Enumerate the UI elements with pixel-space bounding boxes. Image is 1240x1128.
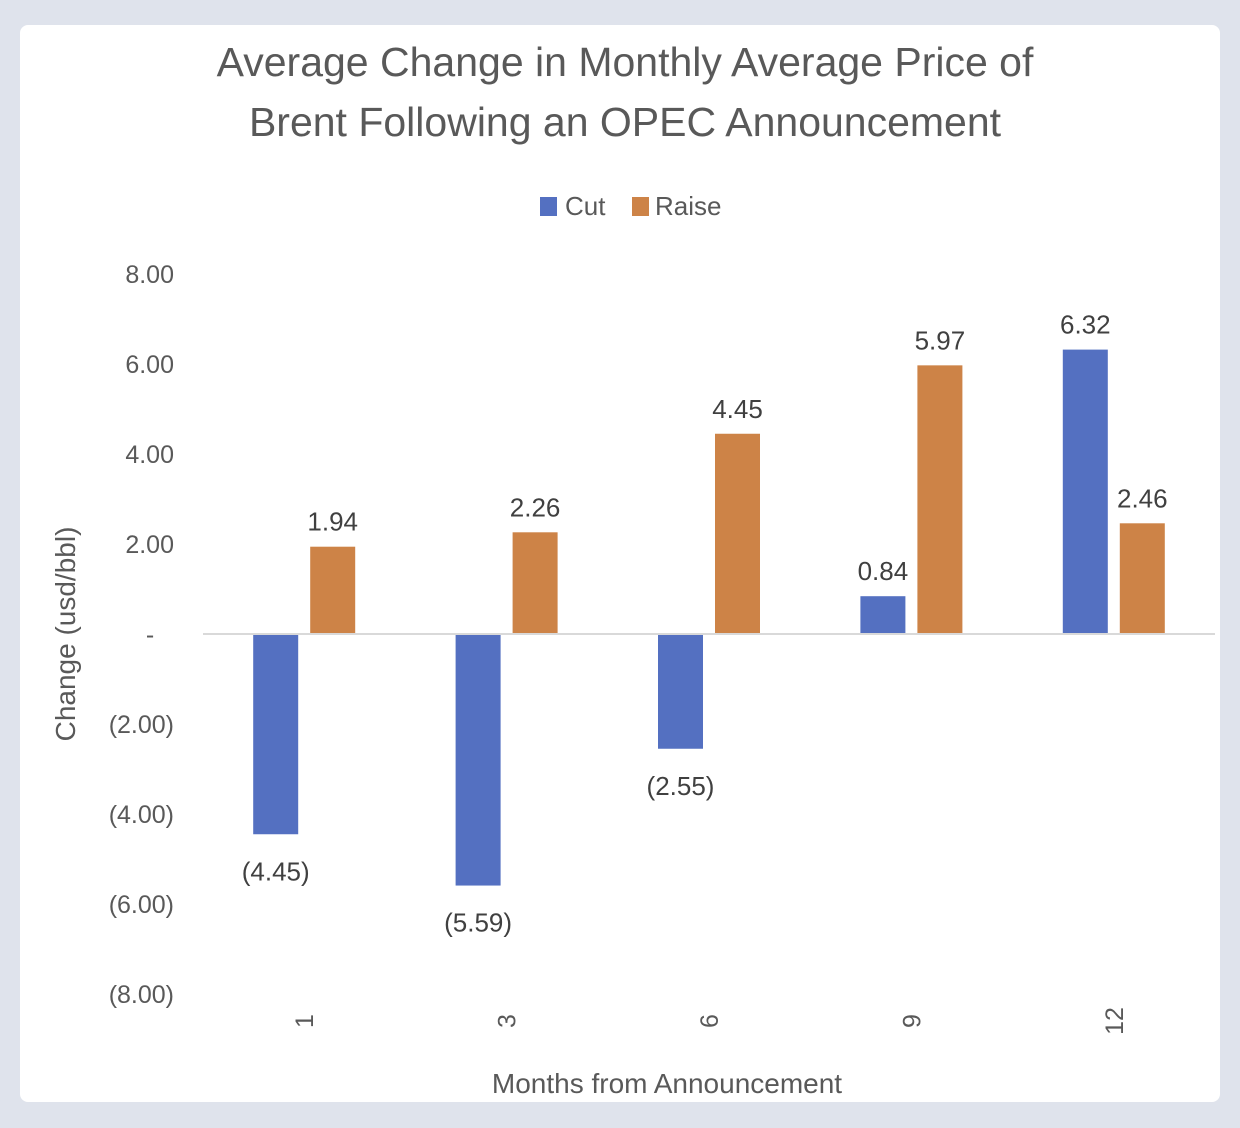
y-axis-title: Change (usd/bbl): [50, 527, 81, 742]
y-tick-label: (4.00): [109, 801, 174, 829]
data-label-raise: 5.97: [915, 325, 966, 355]
chart-title-line-2: Brent Following an OPEC Announcement: [249, 99, 1002, 145]
legend: Cut Raise: [540, 191, 721, 221]
data-labels: (4.45) 1.94 (5.59) 2.26 (2.55) 4.45 0.84 5.97 6.…: [242, 310, 1168, 938]
chart-title-line-1: Average Change in Monthly Average Price …: [217, 39, 1034, 85]
x-tick-label: 6: [696, 1014, 724, 1028]
y-tick-label: 4.00: [125, 441, 174, 469]
y-axis-ticks: 8.00 6.00 4.00 2.00 - (2.00) (4.00) (6.00) (8.00…: [109, 261, 174, 1009]
bar-raise: [715, 433, 760, 634]
data-label-raise: 2.46: [1117, 483, 1168, 513]
x-tick-label: 1: [291, 1014, 319, 1028]
y-tick-label: 6.00: [125, 351, 174, 379]
legend-label-raise: Raise: [655, 191, 721, 221]
data-label-cut: (4.45): [242, 856, 310, 886]
legend-label-cut: Cut: [565, 191, 606, 221]
data-label-cut: 6.32: [1060, 310, 1111, 340]
bar-cut: [860, 596, 906, 634]
x-tick-label: 9: [898, 1014, 926, 1028]
y-tick-label: (2.00): [109, 711, 174, 739]
y-tick-label: (6.00): [109, 891, 174, 919]
bar-cut: [658, 634, 703, 749]
x-axis-title: Months from Announcement: [492, 1068, 842, 1099]
x-tick-label: 12: [1101, 1007, 1129, 1035]
bar-raise: [512, 532, 558, 634]
data-label-cut: 0.84: [858, 556, 909, 586]
data-label-raise: 2.26: [510, 492, 561, 522]
bar-cut: [455, 634, 501, 886]
x-tick-label: 3: [494, 1014, 522, 1028]
chart-card: [20, 25, 1220, 1102]
y-tick-label: (8.00): [109, 981, 174, 1009]
bar-raise: [310, 546, 356, 634]
y-tick-label: 2.00: [125, 531, 174, 559]
legend-swatch-cut: [540, 197, 557, 216]
data-label-raise: 4.45: [712, 394, 763, 424]
bar-cut: [253, 634, 299, 835]
bars: [253, 349, 1165, 886]
y-tick-label: -: [146, 621, 154, 649]
data-label-raise: 1.94: [307, 507, 358, 537]
y-tick-label: 8.00: [125, 261, 174, 289]
bar-raise: [1119, 523, 1165, 634]
x-axis-ticks: 1 3 6 9 12: [291, 1007, 1129, 1035]
data-label-cut: (2.55): [647, 771, 715, 801]
data-label-cut: (5.59): [444, 908, 512, 938]
bar-cut: [1062, 349, 1108, 634]
bar-raise: [917, 365, 963, 634]
legend-swatch-raise: [632, 197, 649, 216]
